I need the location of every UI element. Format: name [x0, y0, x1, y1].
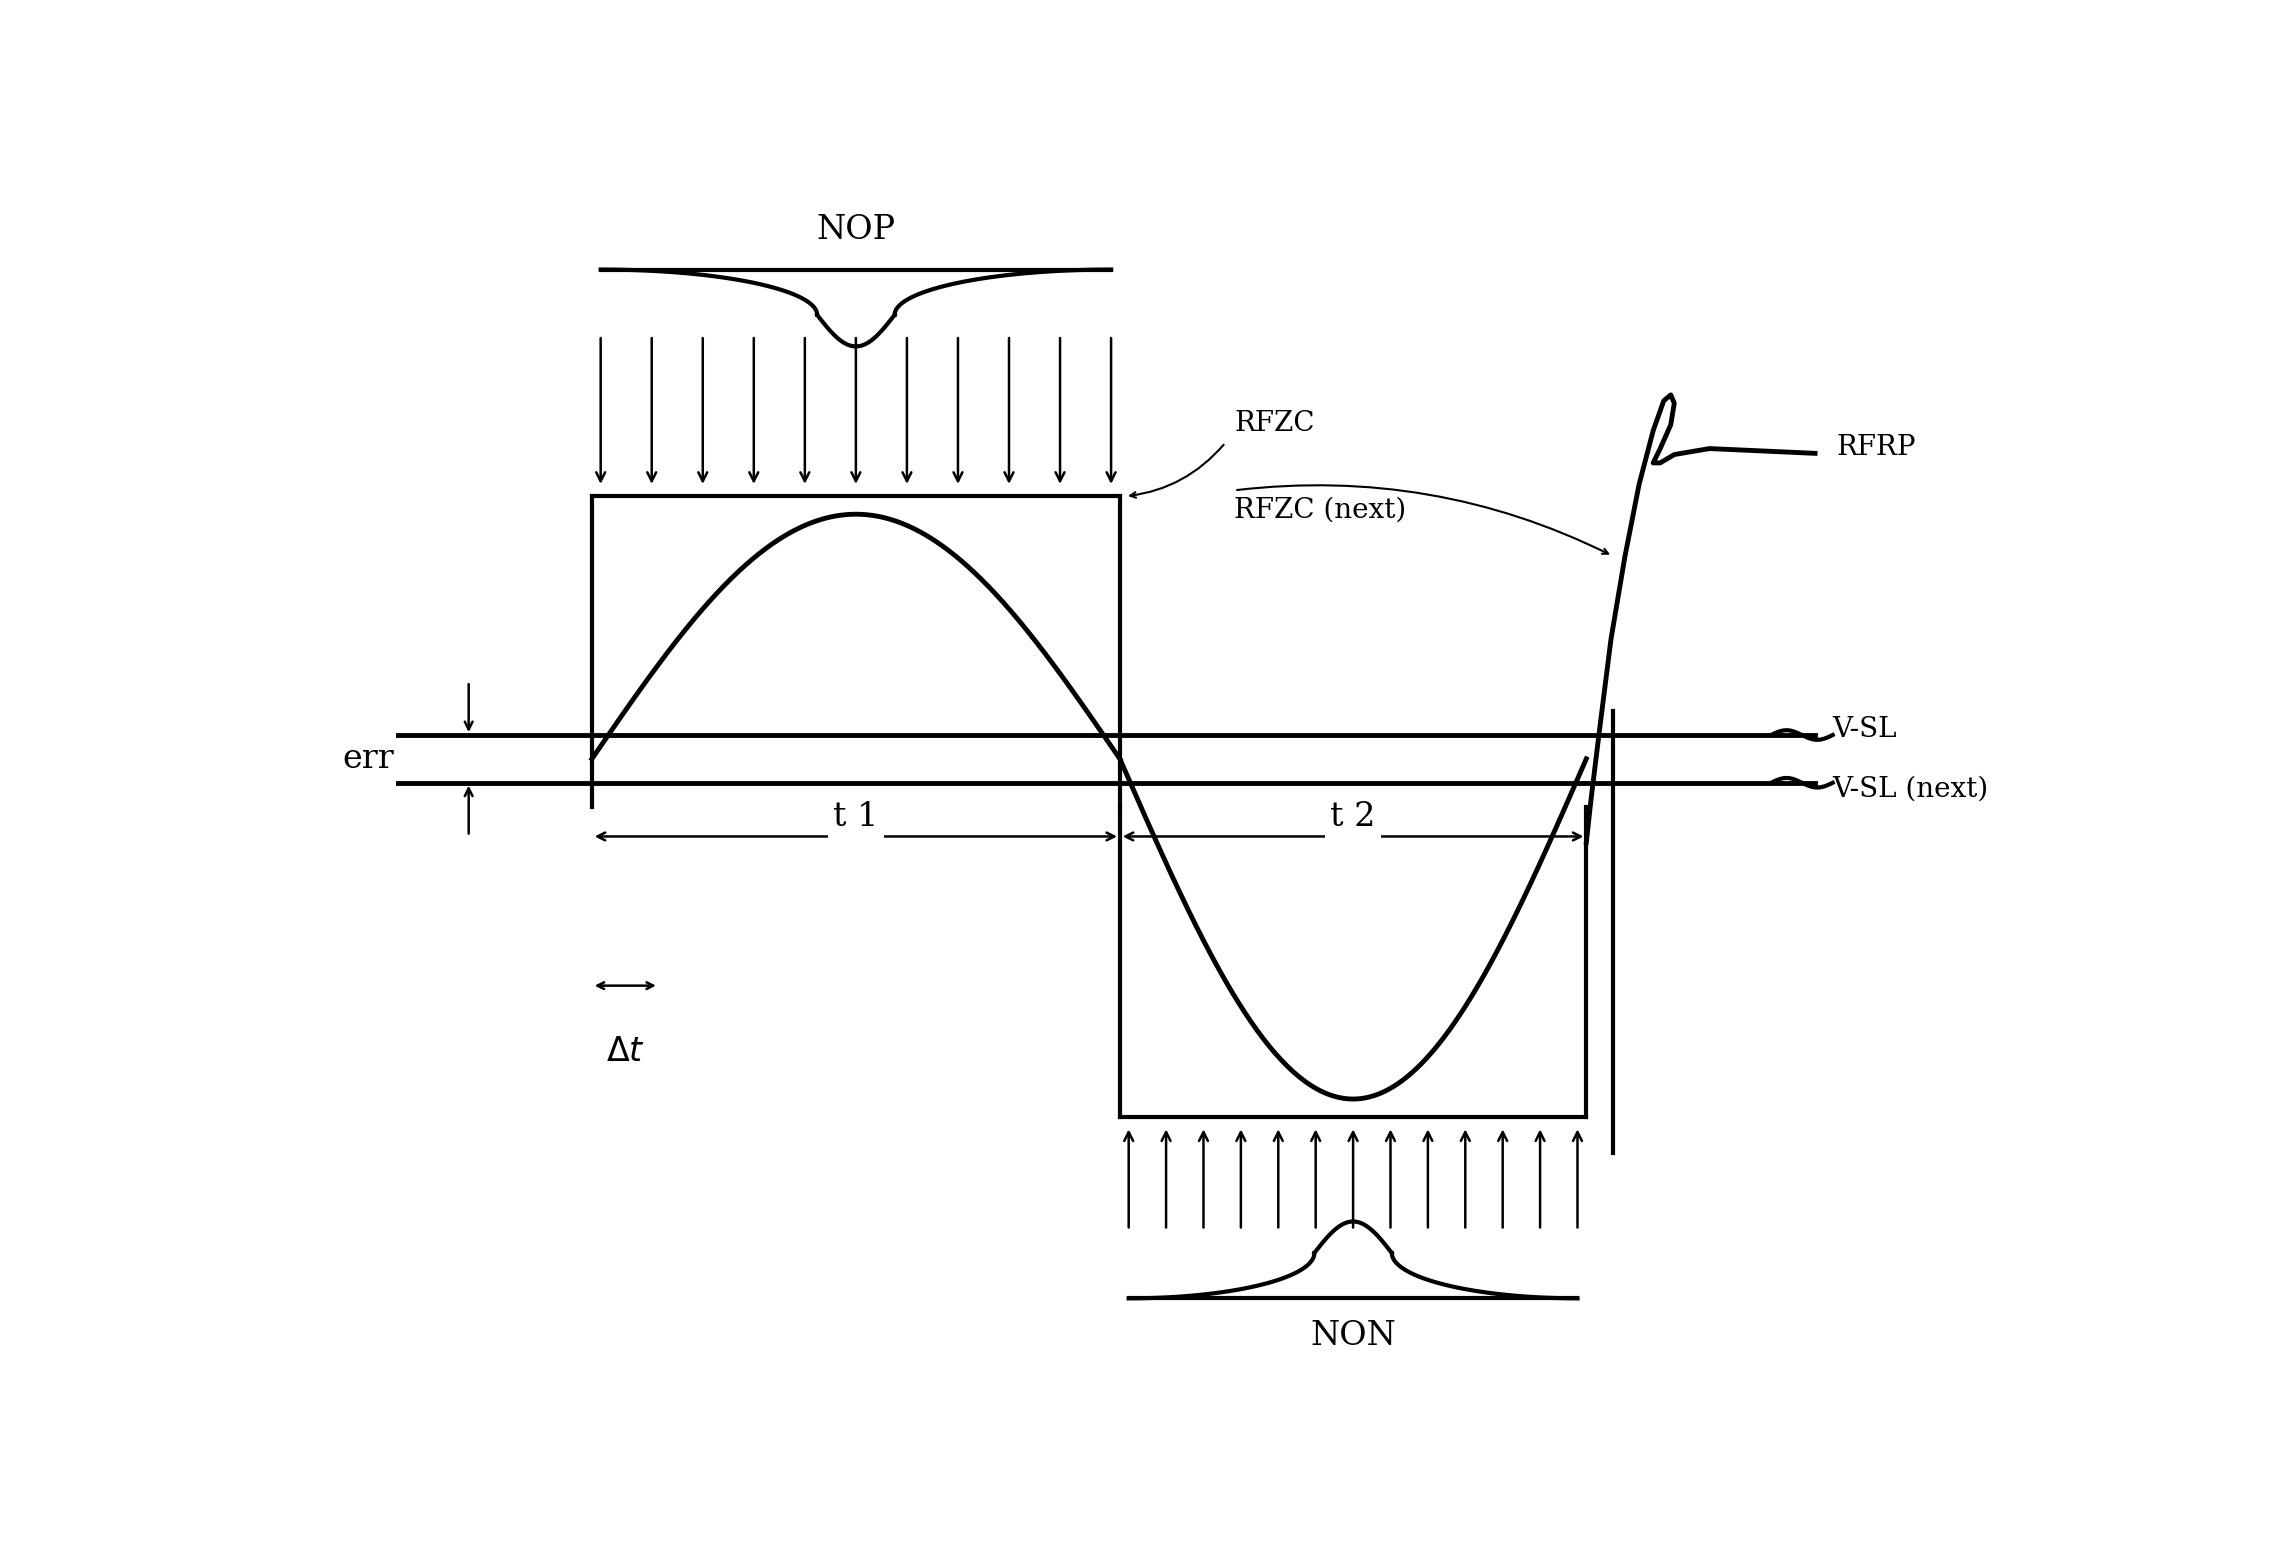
Text: RFZC: RFZC: [1235, 409, 1315, 437]
Text: NOP: NOP: [815, 214, 895, 245]
Text: V-SL: V-SL: [1833, 716, 1896, 742]
Text: RFZC (next): RFZC (next): [1235, 496, 1406, 524]
Text: t 1: t 1: [833, 801, 879, 832]
Text: $\Delta t$: $\Delta t$: [606, 1035, 645, 1068]
Text: NON: NON: [1310, 1321, 1397, 1352]
Text: V-SL (next): V-SL (next): [1833, 775, 1989, 803]
Text: err: err: [343, 742, 395, 775]
Text: RFRP: RFRP: [1837, 434, 1917, 460]
Text: t 2: t 2: [1331, 801, 1376, 832]
